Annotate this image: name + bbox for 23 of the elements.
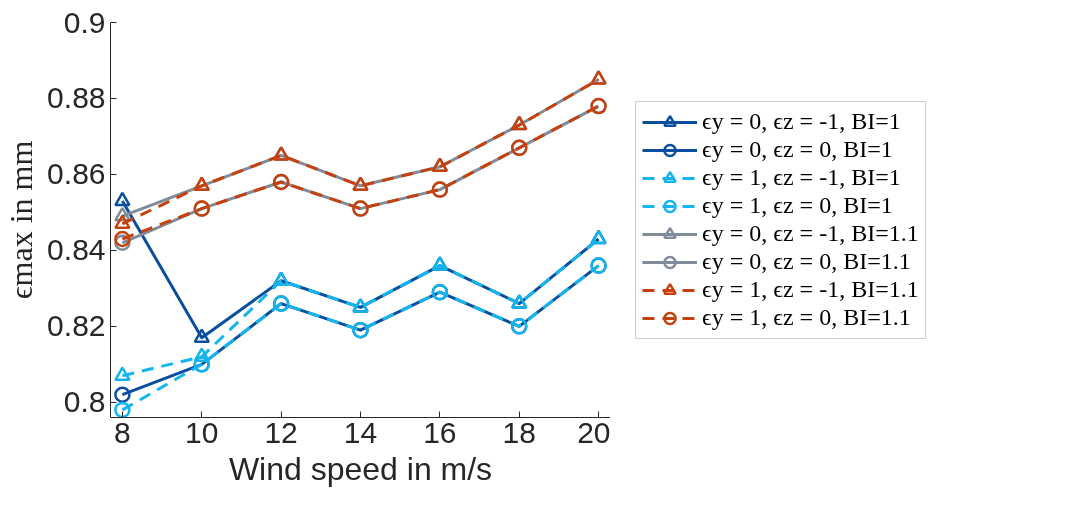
y-tick-label: 0.82	[47, 309, 106, 343]
y-tick-label: 0.88	[47, 81, 106, 115]
x-tick-label: 14	[343, 415, 378, 449]
legend-label: ϵy = 0, ϵz = 0, BI=1	[702, 135, 893, 164]
legend-label: ϵy = 0, ϵz = -1, BI=1	[702, 107, 901, 136]
x-tick-label: 16	[423, 415, 457, 449]
x-tick-label: 18	[502, 415, 536, 449]
y-tick-label: 0.9	[63, 5, 106, 39]
y-tick-label: 0.84	[47, 233, 106, 267]
x-tick-label: 10	[185, 415, 219, 449]
legend-label: ϵy = 0, ϵz = 0, BI=1.1	[702, 247, 911, 276]
legend-label: ϵy = 1, ϵz = 0, BI=1	[702, 191, 893, 220]
x-tick-label: 12	[264, 415, 298, 449]
x-tick-label: 8	[114, 415, 131, 449]
legend-label: ϵy = 1, ϵz = -1, BI=1	[702, 163, 901, 192]
y-axis-title: ϵmax in mm	[3, 140, 40, 300]
legend-label: ϵy = 1, ϵz = 0, BI=1.1	[702, 303, 911, 332]
y-tick-label: 0.8	[63, 385, 106, 419]
x-axis-title: Wind speed in m/s	[228, 450, 493, 487]
legend-label: ϵy = 1, ϵz = -1, BI=1.1	[702, 275, 919, 304]
y-tick-label: 0.86	[47, 157, 106, 191]
legend-label: ϵy = 0, ϵz = -1, BI=1.1	[702, 219, 919, 248]
x-tick-label: 20	[577, 415, 611, 449]
